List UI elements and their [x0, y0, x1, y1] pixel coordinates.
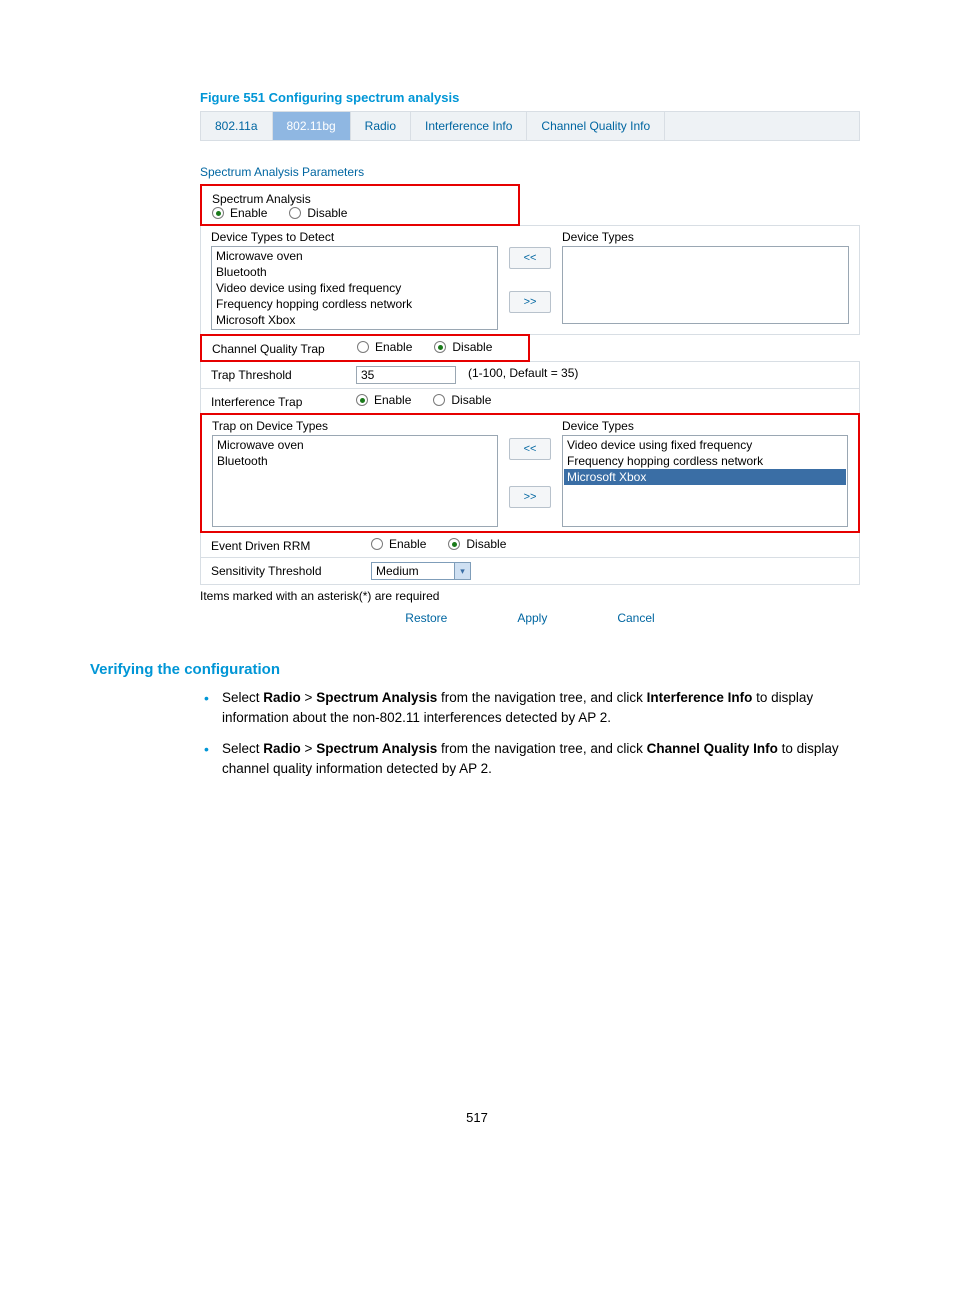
arrow-col-detect: << >> [506, 230, 554, 330]
move-right-button[interactable]: >> [509, 486, 551, 508]
row-device-types: Device Types to Detect Microwave oven Bl… [200, 225, 860, 335]
list-item[interactable]: Microsoft Xbox [564, 469, 846, 485]
list-item[interactable]: Bluetooth [214, 453, 496, 469]
select-value: Medium [376, 564, 419, 578]
radio-it-enable[interactable] [356, 394, 368, 406]
list-item[interactable]: Microwave oven [213, 248, 496, 264]
list-item[interactable]: Video device using fixed frequency [213, 280, 496, 296]
header-detect-left: Device Types to Detect [211, 230, 498, 244]
bullet-2: Select Radio > Spectrum Analysis from th… [200, 739, 864, 790]
radio-label-edrrm-enable: Enable [389, 537, 426, 551]
page-number: 517 [90, 1110, 864, 1125]
label-spectrum-analysis: Spectrum Analysis [212, 190, 357, 206]
tab-interference-info[interactable]: Interference Info [411, 112, 527, 140]
listbox-detect-right[interactable] [562, 246, 849, 324]
tab-spacer [665, 112, 859, 140]
radios-edrrm: Enable Disable [371, 537, 524, 551]
tab-radio[interactable]: Radio [351, 112, 411, 140]
label-edrrm: Event Driven RRM [211, 537, 371, 553]
list-item[interactable]: Video device using fixed frequency [564, 437, 846, 453]
header-trap-left: Trap on Device Types [212, 419, 498, 433]
section-title: Spectrum Analysis Parameters [200, 165, 860, 179]
radio-spectrum-enable[interactable] [212, 207, 224, 219]
screenshot-panel: 802.11a 802.11bg Radio Interference Info… [200, 111, 860, 625]
listbox-trap-right[interactable]: Video device using fixed frequency Frequ… [562, 435, 848, 527]
hint-trap-threshold: (1-100, Default = 35) [468, 366, 578, 380]
label-trap-threshold: Trap Threshold [211, 366, 356, 382]
move-left-button[interactable]: << [509, 247, 551, 269]
dual-list-trap: Trap on Device Types Microwave oven Blue… [212, 419, 848, 527]
tab-bar: 802.11a 802.11bg Radio Interference Info… [200, 111, 860, 141]
label-interference-trap: Interference Trap [211, 393, 356, 409]
bullet-1: Select Radio > Spectrum Analysis from th… [200, 688, 864, 739]
chevron-down-icon[interactable]: ▾ [454, 563, 470, 579]
radio-cqt-enable[interactable] [357, 341, 369, 353]
row-sensitivity-threshold: Sensitivity Threshold Medium ▾ [200, 557, 860, 585]
listbox-trap-left[interactable]: Microwave oven Bluetooth [212, 435, 498, 527]
list-item[interactable]: Bluetooth [213, 264, 496, 280]
tab-80211bg[interactable]: 802.11bg [273, 112, 351, 140]
list-item[interactable]: Microwave oven [214, 437, 496, 453]
radio-edrrm-enable[interactable] [371, 538, 383, 550]
row-trap-device-types: Trap on Device Types Microwave oven Blue… [200, 413, 860, 533]
label-sensitivity: Sensitivity Threshold [211, 562, 371, 578]
tab-channel-quality-info[interactable]: Channel Quality Info [527, 112, 665, 140]
radio-cqt-disable[interactable] [434, 341, 446, 353]
radio-spectrum-disable[interactable] [289, 207, 301, 219]
verify-bullets: Select Radio > Spectrum Analysis from th… [200, 688, 864, 790]
radio-edrrm-disable[interactable] [448, 538, 460, 550]
move-left-button[interactable]: << [509, 438, 551, 460]
input-trap-threshold[interactable] [356, 366, 456, 384]
radios-spectrum-analysis: Enable Disable [212, 206, 365, 220]
radios-cqt: Enable Disable [357, 340, 510, 354]
radio-it-disable[interactable] [433, 394, 445, 406]
row-trap-threshold: Trap Threshold (1-100, Default = 35) [200, 361, 860, 389]
action-row: Restore Apply Cancel [200, 611, 860, 625]
required-footnote: Items marked with an asterisk(*) are req… [200, 589, 860, 603]
row-event-driven-rrm: Event Driven RRM Enable Disable [200, 532, 860, 558]
list-item[interactable]: Frequency hopping cordless network [564, 453, 846, 469]
cancel-button[interactable]: Cancel [617, 611, 654, 625]
verify-heading: Verifying the configuration [90, 661, 864, 678]
apply-button[interactable]: Apply [517, 611, 547, 625]
header-detect-right: Device Types [562, 230, 849, 244]
select-sensitivity[interactable]: Medium ▾ [371, 562, 471, 580]
header-trap-right: Device Types [562, 419, 848, 433]
label-cqt: Channel Quality Trap [212, 340, 357, 356]
radio-label-it-enable: Enable [374, 393, 411, 407]
radio-label-it-disable: Disable [451, 393, 491, 407]
arrow-col-trap: << >> [506, 419, 554, 527]
figure-title: Figure 551 Configuring spectrum analysis [200, 90, 864, 105]
listbox-detect-left[interactable]: Microwave oven Bluetooth Video device us… [211, 246, 498, 330]
tab-80211a[interactable]: 802.11a [201, 112, 273, 140]
radio-label-edrrm-disable: Disable [466, 537, 506, 551]
restore-button[interactable]: Restore [405, 611, 447, 625]
radio-label-spectrum-enable: Enable [230, 206, 267, 220]
radio-label-cqt-enable: Enable [375, 340, 412, 354]
list-item[interactable]: Microsoft Xbox [213, 312, 496, 328]
row-spectrum-analysis: Spectrum Analysis Enable Disable [200, 184, 520, 226]
radio-label-spectrum-disable: Disable [307, 206, 347, 220]
radio-label-cqt-disable: Disable [452, 340, 492, 354]
list-item[interactable]: Frequency hopping cordless network [213, 296, 496, 312]
row-interference-trap: Interference Trap Enable Disable [200, 388, 860, 414]
row-channel-quality-trap: Channel Quality Trap Enable Disable [200, 334, 530, 362]
move-right-button[interactable]: >> [509, 291, 551, 313]
radios-interference-trap: Enable Disable [356, 393, 509, 407]
dual-list-detect: Device Types to Detect Microwave oven Bl… [211, 230, 849, 330]
